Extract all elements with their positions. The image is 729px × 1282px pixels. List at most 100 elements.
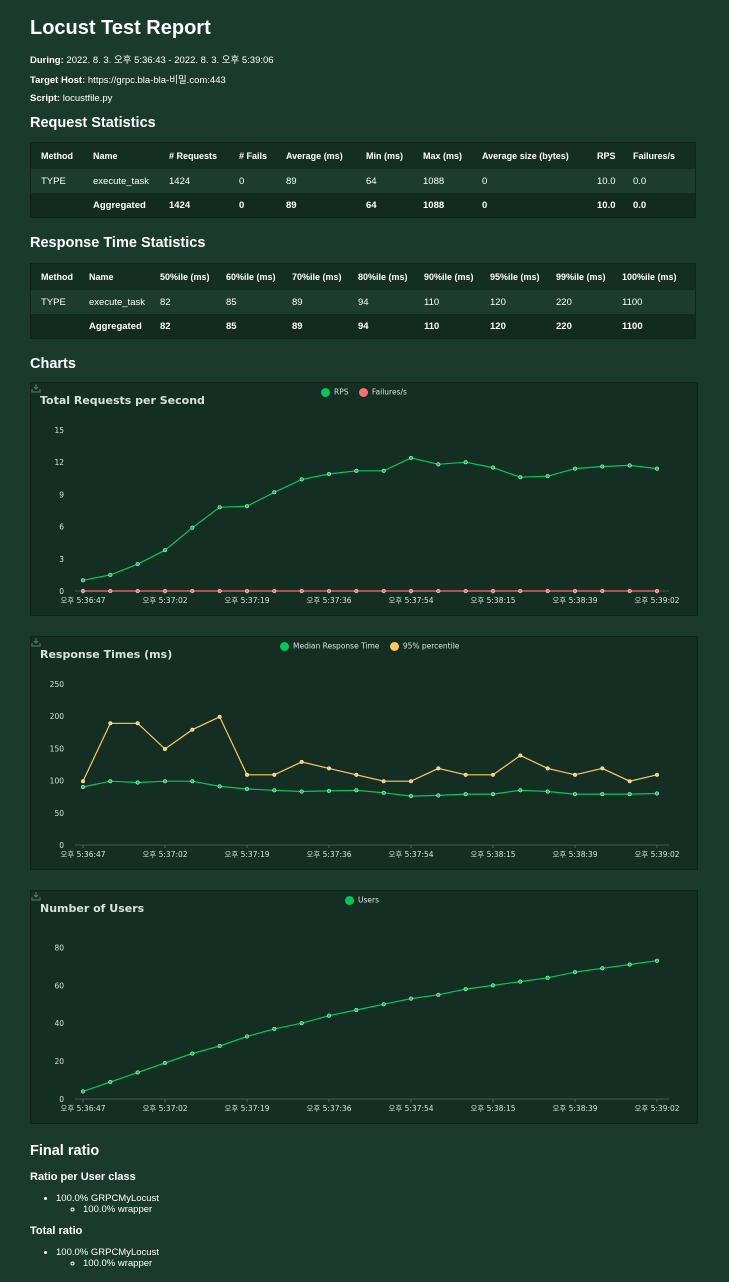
- data-point: [190, 779, 195, 784]
- target-host-value: https://grpc.bla-bla-비밀.com:443: [87, 75, 226, 86]
- chart-title: Response Times (ms): [40, 648, 173, 661]
- legend-label[interactable]: Median Response Time: [293, 641, 380, 651]
- y-tick-label: 0: [59, 587, 64, 596]
- x-tick-label: 오후 5:39:02: [634, 1104, 679, 1113]
- data-point: [326, 766, 332, 771]
- data-point: [408, 588, 414, 594]
- data-point: [217, 1043, 222, 1049]
- column-header: 99%ile (ms): [556, 272, 606, 282]
- list-item-text: 100.0% GRPCMyLocust: [56, 1247, 159, 1258]
- table-cell: 1424: [159, 193, 229, 218]
- column-header: Method: [41, 151, 73, 161]
- table-cell: TYPE: [30, 169, 83, 193]
- download-icon[interactable]: [31, 637, 41, 647]
- column-header: 100%ile (ms): [622, 272, 677, 282]
- chart-title: Number of Users: [40, 902, 145, 915]
- y-tick-label: 80: [54, 943, 64, 952]
- x-tick-label: 오후 5:37:36: [306, 596, 351, 605]
- data-point: [80, 784, 86, 790]
- x-tick-label: 오후 5:39:02: [634, 596, 679, 605]
- table-row: TYPE execute_task 1424 0 89 64 1088 0 10…: [30, 169, 696, 193]
- table-cell: 220: [546, 290, 612, 314]
- legend-label[interactable]: RPS: [334, 387, 349, 397]
- x-tick-label: 오후 5:37:02: [142, 850, 187, 859]
- y-tick-label: 12: [54, 458, 64, 467]
- download-icon[interactable]: [31, 891, 41, 901]
- data-point: [490, 792, 496, 797]
- legend-marker-green: [345, 895, 354, 905]
- data-point: [299, 477, 304, 482]
- y-tick-label: 15: [54, 426, 64, 435]
- data-point: [354, 788, 359, 793]
- script-value: locustfile.py: [62, 93, 113, 104]
- x-tick-label: 오후 5:38:15: [470, 850, 515, 859]
- table-cell: 89: [282, 290, 348, 314]
- data-point: [490, 465, 496, 470]
- data-point: [463, 460, 468, 465]
- data-point: [354, 588, 359, 594]
- table-cell: 0: [229, 193, 276, 218]
- data-point: [354, 468, 359, 473]
- table-cell: 64: [356, 193, 413, 218]
- data-point: [572, 588, 578, 594]
- column-header: Max (ms): [423, 151, 463, 161]
- data-point: [244, 786, 250, 792]
- x-tick-label: 오후 5:36:47: [60, 596, 105, 605]
- data-point: [80, 1089, 86, 1094]
- data-point: [518, 979, 523, 984]
- data-point: [463, 588, 468, 594]
- x-tick-label: 오후 5:36:47: [60, 850, 105, 859]
- table-cell: [30, 314, 79, 339]
- during-line: During: 2022. 8. 3. 오후 5:36:43 - 2022. 8…: [30, 52, 274, 66]
- legend-label[interactable]: 95% percentile: [402, 641, 460, 651]
- total-ratio-list: 100.0% GRPCMyLocust 100.0% wrapper: [30, 1247, 159, 1269]
- table-cell: 1088: [413, 169, 472, 193]
- table-cell: 120: [480, 290, 546, 314]
- data-point: [80, 578, 86, 583]
- download-icon[interactable]: [31, 383, 41, 393]
- data-point: [108, 572, 113, 577]
- data-point: [436, 588, 441, 594]
- data-point: [80, 779, 86, 784]
- legend-marker-green: [321, 387, 330, 397]
- y-tick-label: 250: [50, 680, 65, 689]
- data-point: [627, 588, 632, 594]
- data-point: [135, 721, 140, 726]
- rps-chart-plot: 0 3 6 9 12 15 오후 5:36:47 오후 5:37:02 오후 5:37:19 오후…: [54, 426, 679, 605]
- y-tick-label: 20: [54, 1057, 64, 1066]
- table-cell: 82: [150, 314, 216, 339]
- legend-label[interactable]: Users: [358, 895, 380, 905]
- x-tick-label: 오후 5:38:15: [470, 596, 515, 605]
- script-label: Script:: [30, 93, 61, 104]
- y-tick-label: 0: [59, 1095, 64, 1104]
- total-ratio-heading: Total ratio: [30, 1225, 83, 1237]
- data-point: [108, 1079, 113, 1085]
- data-point: [654, 588, 660, 594]
- target-host-line: Target Host: https://grpc.bla-bla-비밀.com…: [30, 72, 226, 86]
- data-point: [217, 588, 222, 594]
- during-label: During:: [30, 55, 64, 66]
- data-point: [299, 789, 304, 794]
- data-point: [490, 772, 496, 777]
- x-tick-label: 오후 5:37:54: [388, 1104, 433, 1113]
- y-tick-label: 60: [54, 981, 64, 990]
- data-point: [408, 794, 414, 799]
- data-point: [326, 788, 332, 793]
- table-cell: 0: [472, 169, 587, 193]
- data-point: [326, 588, 332, 594]
- data-point: [654, 791, 660, 796]
- table-cell: 0.0: [623, 169, 696, 193]
- table-cell: 1424: [159, 169, 229, 193]
- data-point: [518, 475, 523, 480]
- list-sub-item: 100.0% wrapper: [83, 1258, 159, 1269]
- data-point: [600, 588, 605, 594]
- column-header: Failures/s: [633, 151, 676, 161]
- report-title: Locust Test Report: [30, 17, 211, 39]
- y-tick-label: 9: [59, 490, 64, 499]
- table-cell: 110: [414, 314, 480, 339]
- data-point: [408, 996, 414, 1001]
- legend-label[interactable]: Failures/s: [371, 387, 407, 397]
- y-tick-label: 40: [54, 1019, 64, 1028]
- data-point: [654, 958, 660, 963]
- data-point: [108, 779, 113, 784]
